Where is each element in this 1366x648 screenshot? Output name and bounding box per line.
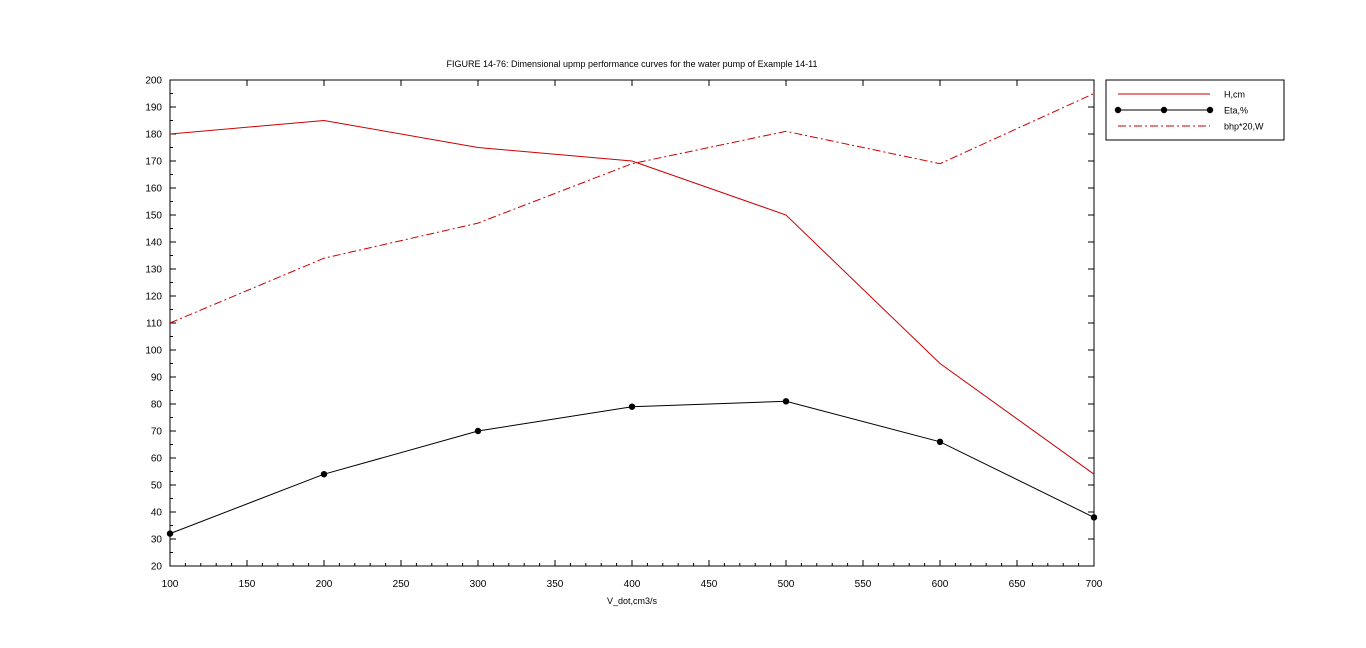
legend-marker — [1206, 106, 1214, 114]
y-tick-label: 100 — [145, 346, 162, 357]
x-tick-label: 150 — [239, 579, 256, 590]
y-tick-label: 30 — [151, 535, 163, 546]
legend-label: Eta,% — [1224, 106, 1248, 116]
x-tick-label: 300 — [470, 579, 487, 590]
y-tick-label: 80 — [151, 400, 163, 411]
legend-label: bhp*20,W — [1224, 122, 1264, 132]
y-tick-label: 120 — [145, 292, 162, 303]
x-tick-label: 100 — [162, 579, 179, 590]
series-line-3 — [169, 93, 1095, 324]
y-axis: 20 30 40 50 60 70 80 90 100 110 120 130 140 150 160 170… — [145, 76, 1094, 573]
legend-marker — [1114, 106, 1122, 114]
series-point-2 — [1090, 514, 1098, 521]
x-tick-label: 500 — [778, 579, 795, 590]
x-tick-label: 350 — [547, 579, 564, 590]
x-tick-label: 600 — [932, 579, 949, 590]
y-tick-label: 20 — [151, 562, 163, 573]
legend-label: H,cm — [1224, 90, 1245, 100]
series-line-1 — [169, 119, 1095, 475]
chart-title: FIGURE 14-76: Dimensional upmp performan… — [447, 59, 818, 69]
y-tick-label: 160 — [145, 184, 162, 195]
y-tick-label: 70 — [151, 427, 163, 438]
series-point-2 — [474, 427, 482, 435]
x-tick-label: 200 — [316, 579, 333, 590]
y-tick-label: 140 — [145, 238, 162, 249]
series-line-2 — [169, 400, 1095, 535]
x-tick-label: 450 — [701, 579, 718, 590]
y-tick-label: 150 — [145, 211, 162, 222]
x-tick-label: 700 — [1086, 579, 1103, 590]
series-point-2 — [166, 530, 174, 537]
y-tick-label: 40 — [151, 508, 163, 519]
legend: H,cm Eta,% bhp*20,W — [1105, 79, 1285, 141]
legend-marker — [1160, 106, 1168, 114]
series-point-2 — [628, 403, 636, 410]
x-tick-label: 400 — [624, 579, 641, 590]
y-tick-label: 190 — [145, 103, 162, 114]
series-point-2 — [936, 438, 944, 445]
y-tick-label: 170 — [145, 157, 162, 168]
x-axis: 100 150 200 250 300 350 400 450 500 550 600 650 700 — [162, 80, 1103, 590]
y-tick-label: 110 — [146, 319, 162, 330]
x-axis-label: V_dot,cm3/s — [607, 596, 658, 606]
plot-area — [169, 79, 1095, 567]
x-tick-label: 550 — [855, 579, 872, 590]
x-tick-label: 250 — [393, 579, 410, 590]
y-tick-label: 60 — [151, 454, 163, 465]
plot-series — [166, 93, 1098, 537]
x-tick-label: 650 — [1009, 579, 1026, 590]
y-tick-label: 200 — [145, 76, 162, 87]
series-point-2 — [320, 471, 328, 478]
y-tick-label: 180 — [145, 130, 162, 141]
y-tick-label: 90 — [151, 373, 163, 384]
y-tick-label: 130 — [145, 265, 162, 276]
series-point-2 — [782, 398, 790, 405]
y-tick-label: 50 — [151, 481, 163, 492]
